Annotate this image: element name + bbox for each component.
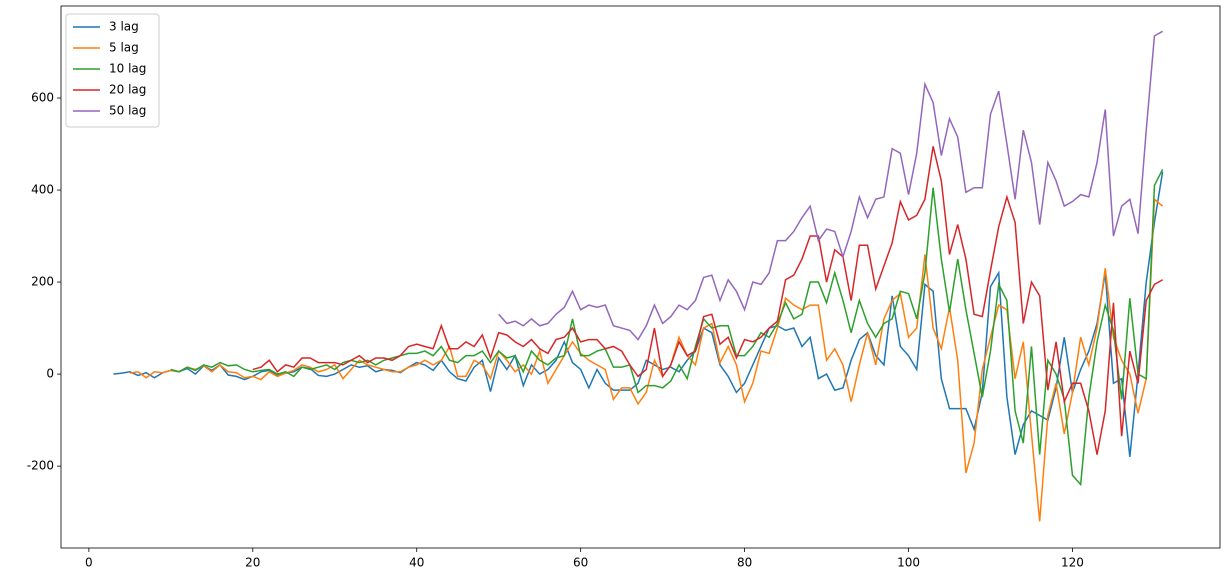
y-tick-label: 400	[31, 183, 54, 197]
y-tick-label: 600	[31, 91, 54, 105]
x-tick-label: 0	[85, 556, 93, 570]
x-tick-label: 80	[737, 556, 752, 570]
legend-label: 50 lag	[109, 104, 146, 118]
x-tick-label: 100	[897, 556, 920, 570]
legend-label: 20 lag	[109, 83, 146, 97]
series-line	[498, 30, 1163, 341]
legend: 3 lag 5 lag 10 lag 20 lag 50 lag	[65, 13, 160, 128]
legend-label: 10 lag	[109, 62, 146, 76]
plot-frame	[60, 5, 1221, 549]
series-line	[170, 168, 1164, 487]
series-line	[113, 171, 1164, 457]
series-line	[252, 146, 1163, 455]
x-tick-label: 40	[409, 556, 424, 570]
series-line	[129, 197, 1164, 522]
x-tick-label: 20	[245, 556, 260, 570]
legend-label: 5 lag	[109, 41, 139, 55]
y-tick-label: 0	[46, 367, 54, 381]
x-tick-label: 120	[1061, 556, 1084, 570]
legend-box	[65, 13, 160, 128]
y-tick-label: 200	[31, 275, 54, 289]
legend-label: 3 lag	[109, 20, 139, 34]
y-tick-label: -200	[27, 459, 54, 473]
x-tick-label: 60	[573, 556, 588, 570]
